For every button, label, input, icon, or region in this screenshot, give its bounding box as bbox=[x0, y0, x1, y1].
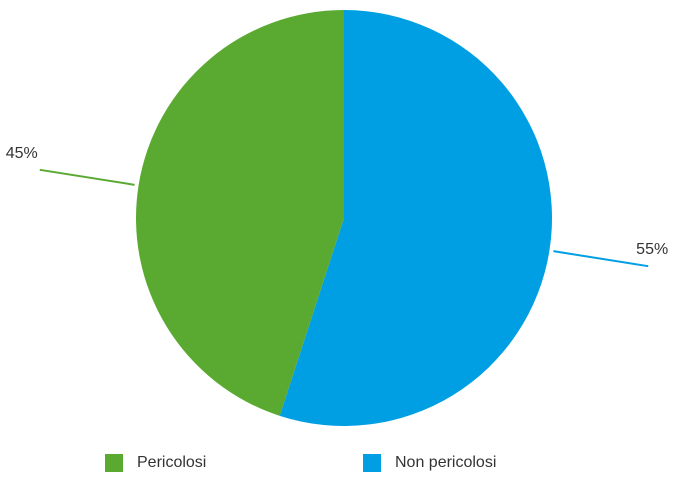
leader-line-non-pericolosi bbox=[553, 250, 649, 268]
pie-slice-non-pericolosi bbox=[279, 10, 552, 426]
pie-slice-pericolosi bbox=[135, 10, 344, 416]
leader-line-pericolosi bbox=[39, 168, 135, 186]
legend: Pericolosi Non pericolosi bbox=[0, 454, 693, 478]
data-label-pericolosi: 45% bbox=[6, 145, 38, 162]
legend-item-non-pericolosi: Non pericolosi bbox=[363, 454, 496, 472]
legend-label-non-pericolosi: Non pericolosi bbox=[395, 454, 497, 471]
legend-swatch-non-pericolosi bbox=[363, 454, 381, 472]
legend-item-pericolosi: Pericolosi bbox=[105, 454, 206, 472]
legend-label-pericolosi: Pericolosi bbox=[137, 454, 207, 471]
legend-swatch-pericolosi bbox=[105, 454, 123, 472]
data-label-non-pericolosi: 55% bbox=[636, 241, 668, 258]
